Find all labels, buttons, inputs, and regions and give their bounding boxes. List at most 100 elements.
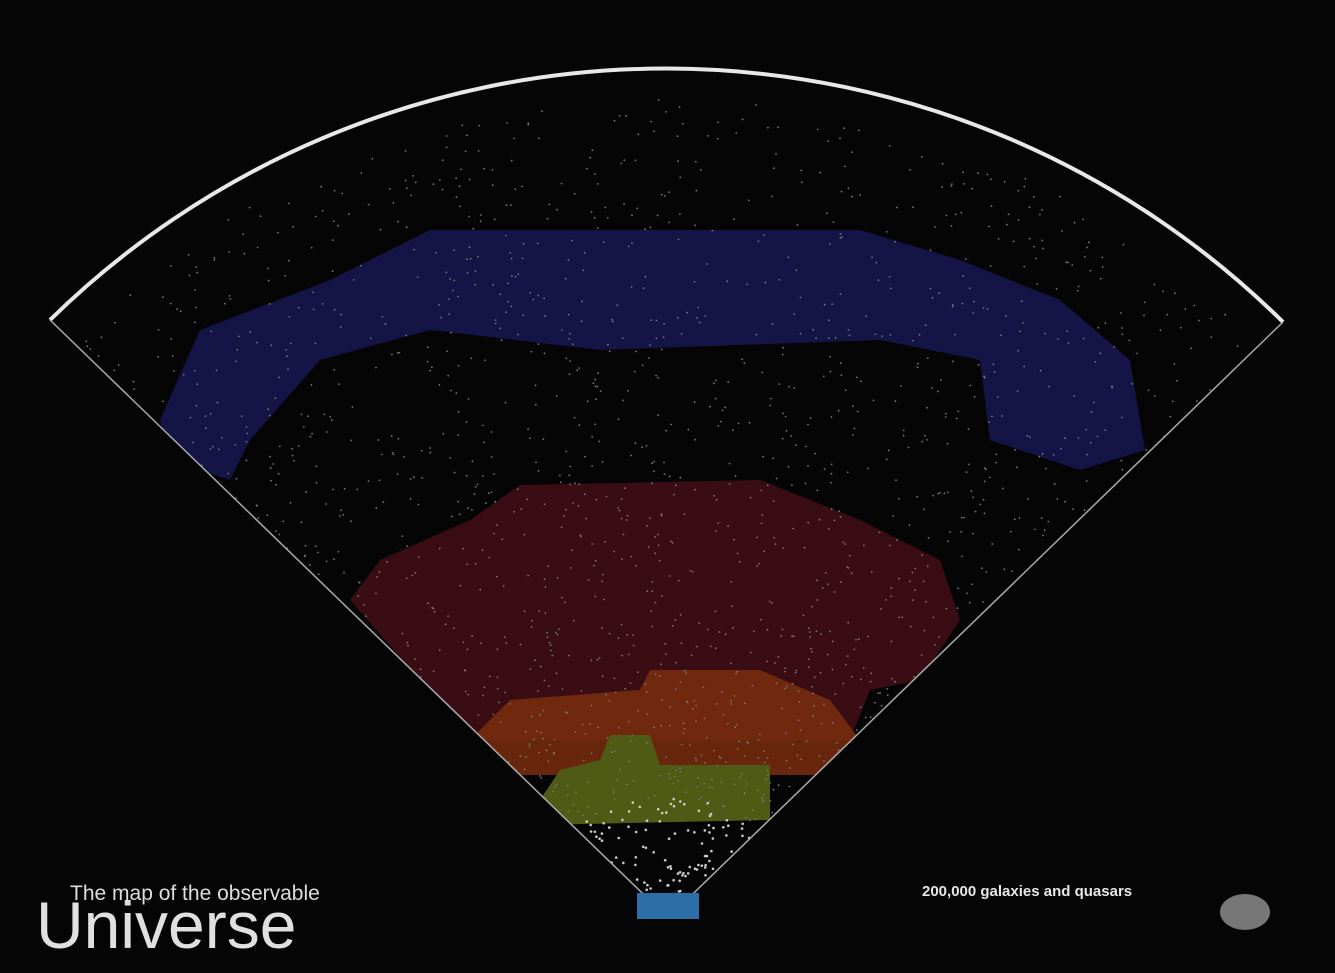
galaxy-dot [598, 440, 601, 443]
galaxy-dot [542, 438, 545, 440]
galaxy-dot [310, 246, 313, 249]
galaxy-dot [795, 269, 798, 271]
galaxy-dot [286, 355, 288, 358]
galaxy-dot [409, 497, 412, 500]
galaxy-dot [842, 682, 845, 685]
galaxy-dot [543, 352, 546, 355]
galaxy-dot [403, 456, 406, 458]
galaxy-dot [565, 450, 568, 453]
galaxy-dot [1073, 221, 1076, 224]
galaxy-dot [392, 453, 395, 456]
galaxy-dot [705, 736, 708, 739]
galaxy-dot [1071, 264, 1074, 266]
galaxy-dot [815, 337, 817, 339]
galaxy-dot [931, 296, 934, 299]
galaxy-dot [816, 489, 819, 492]
galaxy-dot [775, 682, 778, 684]
galaxy-dot [303, 554, 306, 557]
galaxy-dot [1162, 290, 1165, 293]
galaxy-dot [901, 616, 904, 619]
galaxy-dot [828, 337, 830, 339]
galaxy-dot [246, 432, 249, 435]
galaxy-dot [831, 721, 834, 724]
galaxy-dot [650, 319, 653, 321]
galaxy-dot [885, 458, 888, 461]
galaxy-dot [601, 573, 604, 576]
galaxy-dot [647, 797, 650, 799]
galaxy-dot [651, 625, 654, 628]
galaxy-dot [626, 514, 629, 517]
galaxy-dot [555, 395, 558, 397]
galaxy-dot [785, 759, 788, 762]
galaxy-dot [970, 490, 973, 493]
galaxy-dot [517, 273, 520, 276]
galaxy-dot [245, 441, 248, 443]
galaxy-dot [490, 456, 493, 458]
galaxy-dot [709, 405, 711, 408]
galaxy-dot [590, 704, 593, 707]
galaxy-dot [831, 303, 834, 305]
galaxy-dot [569, 360, 571, 362]
galaxy-dot [694, 438, 696, 441]
galaxy-dot [510, 305, 512, 308]
galaxy-dot [645, 888, 648, 892]
galaxy-dot [471, 509, 473, 511]
galaxy-dot [911, 599, 914, 601]
galaxy-dot [458, 185, 461, 188]
galaxy-dot [618, 114, 621, 117]
galaxy-dot [235, 477, 238, 480]
galaxy-dot [543, 503, 546, 506]
galaxy-dot [693, 700, 696, 702]
galaxy-dot [805, 740, 808, 743]
galaxy-dot [1010, 530, 1012, 533]
galaxy-dot [620, 623, 623, 626]
wedge-edge [667, 321, 1284, 919]
galaxy-dot [547, 565, 550, 567]
galaxy-dot [457, 500, 460, 503]
galaxy-dot [1011, 570, 1013, 572]
galaxy-dot [816, 128, 819, 131]
galaxy-dot [274, 397, 277, 399]
galaxy-dot [741, 822, 744, 826]
galaxy-dot [698, 798, 700, 801]
galaxy-dot [529, 437, 531, 440]
galaxy-dot [795, 669, 798, 672]
galaxy-dot [204, 427, 207, 429]
galaxy-dot [927, 537, 930, 539]
galaxy-dot [574, 731, 577, 733]
galaxy-dot [815, 630, 818, 632]
galaxy-dot [644, 846, 648, 850]
galaxy-dot [889, 287, 892, 290]
galaxy-dot [711, 837, 715, 840]
galaxy-dot [856, 410, 859, 413]
galaxy-dot [1147, 389, 1150, 392]
galaxy-dot [613, 797, 616, 800]
galaxy-dot [762, 799, 764, 802]
galaxy-dot [452, 289, 454, 292]
galaxy-dot [931, 387, 934, 389]
galaxy-dot [723, 805, 726, 808]
galaxy-dot [589, 156, 592, 159]
galaxy-dot [859, 194, 862, 196]
galaxy-dot [132, 380, 135, 383]
galaxy-dot [627, 389, 629, 392]
galaxy-dot [924, 434, 926, 437]
galaxy-dot [784, 732, 787, 734]
galaxy-dot [339, 326, 342, 328]
galaxy-dot [863, 544, 865, 547]
galaxy-dot [560, 329, 563, 331]
galaxy-dot [157, 329, 160, 331]
galaxy-dot [266, 267, 269, 270]
galaxy-dot [229, 298, 232, 300]
galaxy-dot [646, 590, 649, 593]
galaxy-dot [870, 571, 873, 573]
galaxy-dot [634, 856, 638, 859]
galaxy-dot [651, 482, 653, 485]
galaxy-dot [880, 704, 883, 707]
galaxy-dot [1035, 257, 1037, 260]
galaxy-dot [728, 462, 731, 465]
galaxy-dot [1119, 312, 1122, 314]
galaxy-dot [634, 442, 637, 444]
galaxy-dot [238, 335, 240, 338]
galaxy-dot [455, 196, 458, 199]
